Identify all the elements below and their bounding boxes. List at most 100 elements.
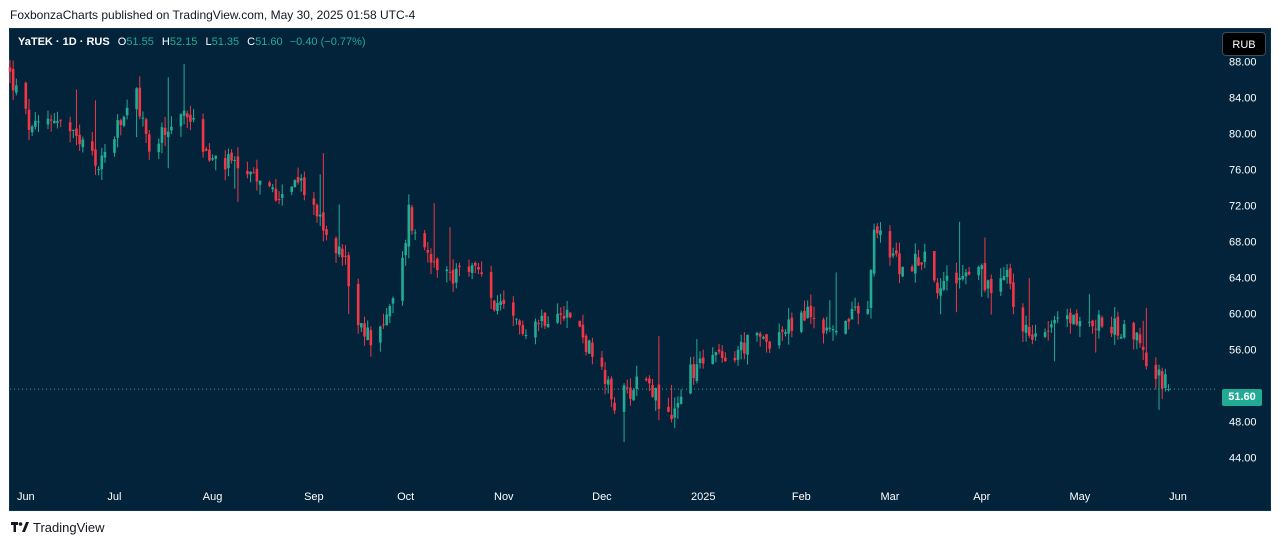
candle-body [518,320,521,326]
last-price-tag: 51.60 [1222,389,1262,406]
candle [68,116,72,143]
candle [34,111,37,130]
candle [543,311,547,330]
candle [113,136,116,157]
candle [268,180,271,188]
candle [119,118,123,136]
candle-body [755,333,759,336]
candle-body [489,272,493,298]
low-value: 51.35 [211,36,240,48]
candle [964,268,968,285]
candle-body [1078,321,1082,327]
candle [163,116,167,147]
candle [955,262,958,313]
candle-body [46,118,50,125]
candle-body [1097,314,1101,331]
candle-body [1135,332,1139,341]
candle [1005,264,1009,284]
candle-body [936,282,939,294]
candle-body [758,333,762,337]
tradingview-logo-text: TradingView [33,520,105,535]
candle [869,269,873,319]
candle [214,155,218,171]
candle [679,389,683,405]
candle [230,149,233,164]
candle [1164,368,1167,392]
candle [831,325,835,341]
candle-body [8,67,12,72]
candle-body [470,265,474,273]
candle-body [166,131,170,138]
y-tick-label: 76.00 [1229,165,1257,177]
candle [581,314,585,344]
candle-body [800,312,803,332]
candle [470,262,474,280]
candle-body [360,323,363,328]
chart-pane[interactable] [9,28,1271,511]
candle [1046,321,1050,341]
candle-body [853,306,857,308]
candle [942,271,946,292]
tradingview-logo[interactable]: TradingView [11,520,105,535]
candle-body [1069,312,1072,324]
candle-body [790,317,794,331]
candle [455,263,458,289]
candle-body [223,158,227,170]
candle-body [246,170,249,175]
candle-body [423,233,426,248]
candle-body [27,109,31,130]
currency-button[interactable]: RUB [1222,32,1266,56]
x-tick-label: Jun [1169,491,1187,503]
x-tick-label: Jun [17,491,35,503]
candle [692,356,696,385]
publisher-attribution: FoxbonzaCharts published on TradingView.… [10,8,416,22]
candle [828,300,832,333]
candle [565,301,569,328]
candle-body [363,323,366,337]
candle-body [75,128,78,136]
candle [939,278,942,315]
candle-body [445,269,449,272]
candle [90,132,94,156]
y-tick-label: 84.00 [1229,93,1257,105]
candle-body [1065,315,1069,320]
candle [474,261,477,274]
candle-body [524,334,528,336]
candle [347,252,350,315]
candle-body [337,246,341,255]
candle-body [53,120,56,124]
candle-body [803,310,806,321]
candle-body [945,275,949,281]
candle-body [635,376,639,389]
candle-body [78,134,81,145]
candle-body [736,349,740,360]
candle-body [711,354,715,364]
candle-body [670,414,673,420]
candle-body [1116,316,1120,336]
candle-body [1138,334,1142,344]
candle-body [1167,389,1170,391]
candle-body [546,324,550,328]
candle [448,227,452,281]
candle [986,279,990,299]
candle-body [141,117,145,119]
candle-body [777,332,781,346]
candle-body [1122,324,1126,338]
candle-body [1021,307,1025,332]
candle-body [876,226,879,234]
candle-body [888,231,892,258]
candle [733,351,737,363]
candle [1050,320,1053,333]
candle [844,320,847,335]
candle-body [293,180,297,188]
candle [27,98,31,141]
candle-body [587,340,591,354]
candle-body [644,378,648,381]
candle [179,113,183,137]
candle [246,161,249,179]
candle [296,167,300,185]
candle-body [236,156,240,169]
candle [8,60,12,84]
candle-body [496,302,499,312]
